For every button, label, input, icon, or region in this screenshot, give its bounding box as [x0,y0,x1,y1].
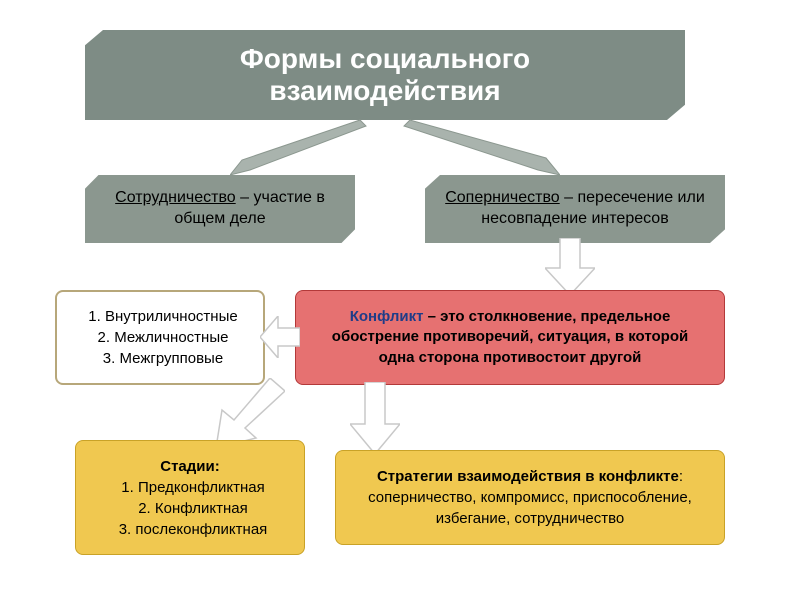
arrow-title-left [230,115,370,175]
stages-item: Предконфликтная [119,477,268,498]
strategies-box: Стратегии взаимодействия в конфликте: со… [335,450,725,545]
conflict-box: Конфликт – это столкновение, предельное … [295,290,725,385]
stages-item: послеконфликтная [119,519,268,540]
stages-list: Предконфликтная Конфликтная послеконфлик… [113,477,268,540]
types-box: Внутриличностные Межличностные Межгруппо… [55,290,265,385]
types-item: Внутриличностные [88,306,237,327]
title-box: Формы социального взаимодействия [85,30,685,120]
arrow-conflict-types [260,316,300,358]
conflict-text: Конфликт – это столкновение, предельное … [314,307,706,368]
rivalry-text: Соперничество – пересечение или несовпад… [443,188,707,230]
arrow-conflict-strategies [350,382,400,454]
rivalry-box: Соперничество – пересечение или несовпад… [425,175,725,243]
stages-content: Стадии: Предконфликтная Конфликтная посл… [113,456,268,540]
strategies-text: Стратегии взаимодействия в конфликте: со… [352,466,708,529]
cooperation-term: Сотрудничество [115,189,236,206]
arrow-rivalry-conflict [545,238,595,295]
arrow-title-right [400,115,560,175]
types-item: Межгрупповые [88,348,237,369]
rivalry-term: Соперничество [445,189,559,206]
types-list: Внутриличностные Межличностные Межгруппо… [82,306,237,369]
strategies-heading: Стратегии взаимодействия в конфликте [377,468,679,485]
stages-box: Стадии: Предконфликтная Конфликтная посл… [75,440,305,555]
stages-item: Конфликтная [119,498,268,519]
cooperation-box: Сотрудничество – участие в общем деле [85,175,355,243]
conflict-term: Конфликт [350,308,424,325]
stages-heading: Стадии: [113,456,268,477]
cooperation-text: Сотрудничество – участие в общем деле [103,188,337,230]
title-text: Формы социального взаимодействия [125,43,645,107]
types-item: Межличностные [88,327,237,348]
